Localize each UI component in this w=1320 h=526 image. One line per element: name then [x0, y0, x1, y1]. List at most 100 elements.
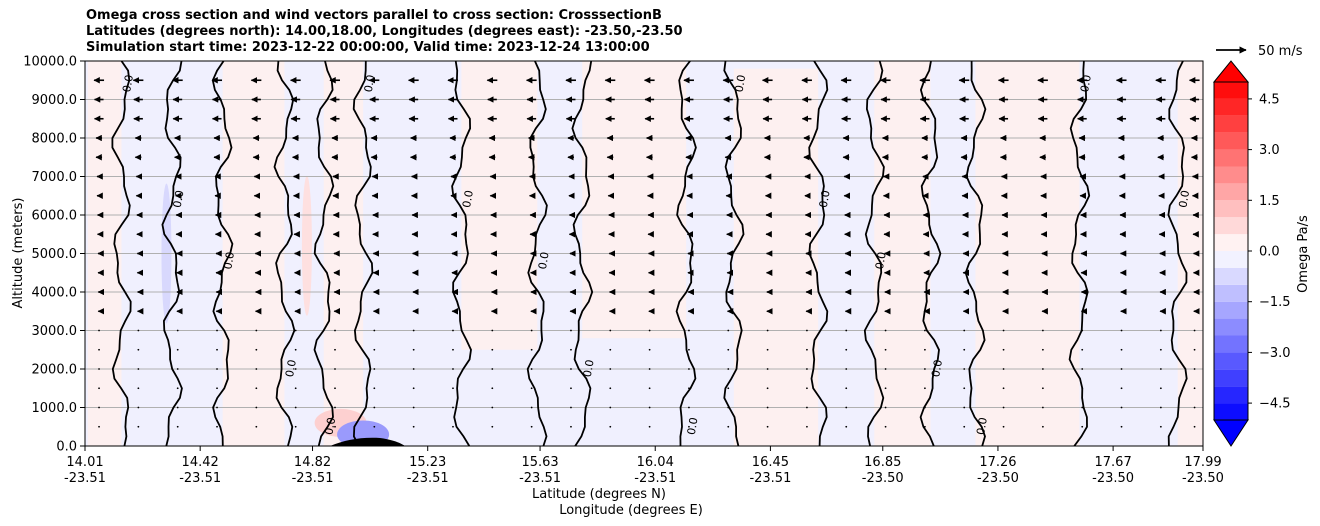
y-tick-label: 10000.0 [23, 55, 77, 70]
wind-vector [806, 387, 808, 390]
contour-label: 0.0 [460, 189, 476, 208]
wind-vector [294, 368, 297, 370]
wind-vector [491, 425, 494, 428]
x-tick-label-lon: -23.51 [64, 471, 106, 486]
x-tick-label-lat: 17.26 [979, 455, 1016, 470]
zero-contour-line [571, 61, 594, 446]
colorbar-segment [1214, 217, 1248, 235]
colorbar-segment [1214, 352, 1248, 370]
wind-vector [1081, 425, 1084, 428]
wind-vector [1120, 425, 1123, 428]
wind-vector [845, 368, 848, 370]
contour-label: 0.0 [685, 416, 701, 435]
wind-vector [1120, 329, 1123, 332]
wind-vector [216, 329, 218, 332]
contour-label: 0.0 [817, 189, 833, 208]
wind-vector [334, 406, 336, 409]
positive-omega-region [582, 61, 687, 339]
contour-label: 0.0 [1176, 189, 1192, 208]
wind-vector [216, 348, 218, 351]
zero-contour-line [352, 61, 374, 446]
x-tick-label-lat: 16.04 [637, 455, 674, 470]
x-tick-label-lat: 14.01 [66, 455, 103, 470]
wind-vector [1041, 368, 1044, 370]
x-tick-label-lon: -23.51 [292, 471, 334, 486]
wind-vector [688, 387, 690, 390]
x-axis-label-latitude: Latitude (degrees N) [532, 487, 666, 502]
wind-vector [963, 387, 966, 390]
wind-vector [1193, 387, 1196, 390]
wind-vector [884, 348, 887, 351]
wind-vector [963, 348, 966, 351]
wind-vector [1120, 387, 1123, 390]
wind-vector [491, 368, 494, 370]
wind-vector [1081, 348, 1084, 351]
wind-vector [688, 368, 690, 370]
wind-vector [766, 348, 769, 351]
wind-vector [727, 406, 730, 409]
y-tick-label: 4000.0 [32, 286, 78, 301]
colorbar-tick-label: −4.5 [1259, 397, 1291, 412]
y-tick-label: 3000.0 [32, 324, 78, 339]
wind-vector [1081, 406, 1084, 409]
wind-vector [334, 387, 336, 390]
colorbar-segment [1214, 369, 1248, 387]
wind-vector [294, 329, 297, 332]
wind-vector [98, 406, 100, 409]
wind-vector [491, 348, 494, 351]
contour-label: 0.0 [322, 416, 338, 435]
wind-vector [884, 368, 887, 370]
zero-contour-line [919, 61, 942, 446]
wind-vector [924, 425, 926, 428]
wind-vector [1041, 387, 1044, 390]
wind-vector [216, 406, 218, 409]
wind-vector [216, 387, 218, 390]
wind-vector [648, 329, 651, 332]
wind-vector [688, 329, 690, 332]
wind-vector [1193, 425, 1196, 428]
wind-vector [412, 329, 415, 332]
wind-vector [688, 348, 690, 351]
colorbar-segment [1214, 166, 1248, 184]
wind-vector [963, 406, 966, 409]
wind-vector [766, 425, 769, 428]
y-tick-label: 9000.0 [32, 93, 78, 108]
wind-vector [570, 387, 572, 390]
wind-vector [1193, 329, 1196, 332]
contour-label: 0.0 [974, 416, 990, 435]
wind-vector [570, 329, 572, 332]
colorbar-tick-label: −1.5 [1259, 295, 1291, 310]
wind-vector [98, 425, 100, 428]
contour-label: 0.0 [733, 74, 749, 93]
wind-vector [373, 329, 376, 332]
x-tick-label-lat: 16.85 [864, 455, 901, 470]
wind-vector [727, 425, 730, 428]
wind-vector [963, 329, 966, 332]
wind-vector [255, 348, 258, 351]
contour-label: 0.0 [536, 251, 552, 270]
wind-vector [176, 329, 179, 332]
colorbar-segment [1214, 234, 1248, 251]
wind-vector [137, 348, 140, 351]
wind-vector [530, 329, 533, 332]
wind-vector [452, 425, 454, 428]
wind-vector [1120, 368, 1123, 370]
contour-label: 0.0 [873, 251, 889, 270]
wind-vector [294, 348, 297, 351]
wind-vector [806, 425, 808, 428]
x-tick-label-lat: 15.23 [409, 455, 446, 470]
colorbar-segment [1214, 403, 1248, 420]
wind-vector [924, 348, 926, 351]
y-tick-label: 8000.0 [32, 132, 78, 147]
y-tick-label: 0.0 [56, 440, 77, 455]
wind-vector [648, 387, 651, 390]
wind-vector [176, 406, 179, 409]
x-tick-label-lon: -23.51 [407, 471, 449, 486]
wind-vector [373, 425, 376, 428]
colorbar-tick-label: 0.0 [1259, 245, 1280, 260]
wind-vector [98, 387, 100, 390]
positive-omega-region [733, 68, 819, 446]
colorbar-segment [1214, 284, 1248, 302]
wind-vector [176, 368, 179, 370]
wind-vector [137, 387, 140, 390]
